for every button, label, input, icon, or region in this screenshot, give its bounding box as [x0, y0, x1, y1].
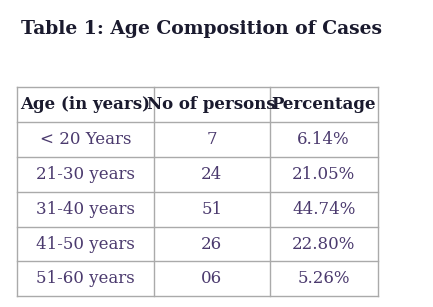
Text: 7: 7 — [207, 130, 217, 148]
Text: 21-30 years: 21-30 years — [36, 165, 135, 183]
Text: 22.80%: 22.80% — [292, 235, 355, 252]
Text: 44.74%: 44.74% — [292, 200, 355, 218]
Text: 51-60 years: 51-60 years — [36, 270, 135, 287]
Text: Age (in years): Age (in years) — [20, 95, 151, 113]
Text: Percentage: Percentage — [271, 95, 376, 113]
Text: No of persons: No of persons — [148, 95, 276, 113]
Text: < 20 Years: < 20 Years — [40, 130, 131, 148]
Text: 31-40 years: 31-40 years — [36, 200, 135, 218]
Text: 5.26%: 5.26% — [297, 270, 350, 287]
Text: 41-50 years: 41-50 years — [36, 235, 135, 252]
Text: 06: 06 — [201, 270, 222, 287]
Text: 21.05%: 21.05% — [292, 165, 355, 183]
Text: 24: 24 — [201, 165, 223, 183]
Text: 51: 51 — [201, 200, 222, 218]
Text: 26: 26 — [201, 235, 222, 252]
Text: Table 1: Age Composition of Cases: Table 1: Age Composition of Cases — [21, 20, 382, 38]
Text: 6.14%: 6.14% — [297, 130, 350, 148]
